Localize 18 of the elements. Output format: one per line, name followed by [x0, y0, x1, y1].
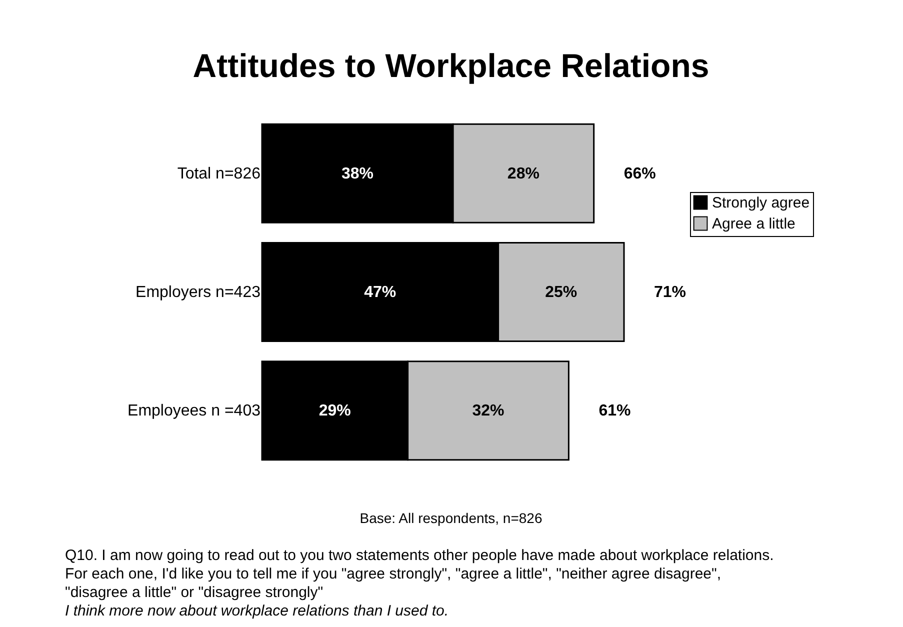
- chart-title: Attitudes to Workplace Relations: [192, 47, 710, 84]
- data-label: 38%: [342, 165, 374, 182]
- data-label: 29%: [318, 402, 351, 420]
- total-label: 66%: [624, 165, 656, 182]
- text: Q10. I am now going to read out to you two statements other people have made about workplace relations. For each one, I'd like you to tell me if you "agree strongly", "agree a little", "neither agree disagree", "disagree a little" or "disagree strongly": [65, 547, 774, 601]
- total-label: 61%: [598, 402, 631, 420]
- y-tick-label: Total n=826: [177, 165, 261, 182]
- text: Base: All respondents, n=826: [360, 510, 542, 526]
- data-label: 28%: [507, 165, 540, 182]
- y-tick-label: Employees n =403: [128, 402, 261, 420]
- data-label: 25%: [545, 284, 578, 301]
- legend-label: Agree a little: [712, 216, 796, 232]
- text: I think more now about workplace relations than I used to.: [65, 602, 449, 620]
- total-label: 71%: [654, 284, 686, 301]
- legend-label: Strongly agree: [712, 194, 810, 212]
- data-label: 47%: [364, 284, 396, 301]
- data-label: 32%: [472, 402, 504, 420]
- y-tick-label: Employers n=423: [136, 284, 261, 301]
